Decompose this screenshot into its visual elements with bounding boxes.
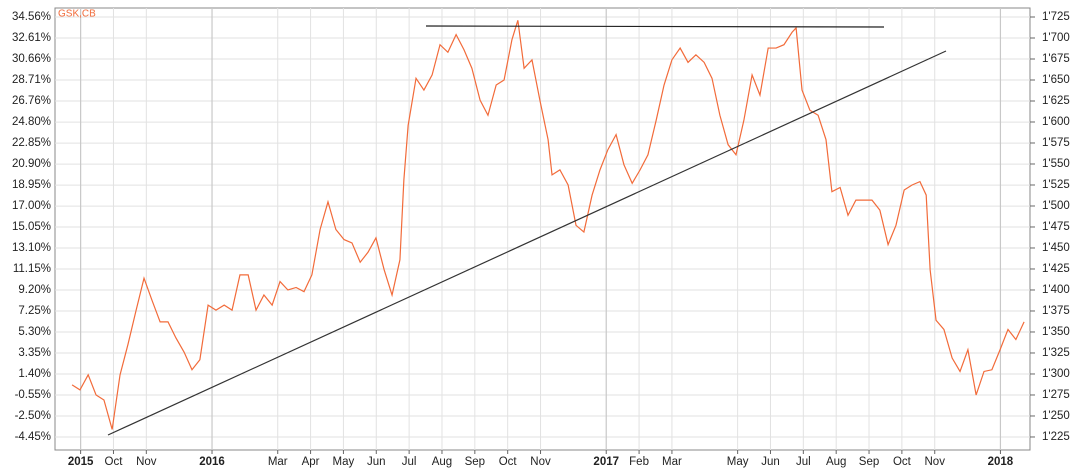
y-tick-label: 13.10% — [12, 242, 51, 254]
x-tick-label: Mar — [268, 456, 288, 468]
y-tick-label: 9.20% — [18, 284, 51, 296]
plot-frame — [54, 7, 1031, 451]
y2-tick-label: 1'325 — [1042, 347, 1070, 359]
x-tick-label: May — [333, 456, 355, 468]
y-tick-label: 32.61% — [12, 32, 51, 44]
y-tick-label: 1.40% — [18, 368, 51, 380]
y-tick-label: 18.95% — [12, 179, 51, 191]
y-tick-label: 22.85% — [12, 137, 51, 149]
y2-tick-label: 1'650 — [1042, 74, 1070, 86]
x-tick-label: 2017 — [593, 456, 619, 468]
y2-tick-label: 1'500 — [1042, 200, 1070, 212]
marks — [71, 20, 1025, 430]
y2-tick-label: 1'575 — [1042, 137, 1070, 149]
y2-tick-label: 1'250 — [1042, 410, 1070, 422]
y-tick-label: 26.76% — [12, 95, 51, 107]
x-tick-label: Apr — [302, 456, 320, 468]
x-tick-label: Nov — [136, 456, 157, 468]
y2-tick-label: 1'425 — [1042, 263, 1070, 275]
x-tick-label: Oct — [893, 456, 912, 468]
y2-tick-label: 1'600 — [1042, 116, 1070, 128]
y-tick-label: 15.05% — [12, 221, 51, 233]
y2-tick-label: 1'450 — [1042, 242, 1070, 254]
legend-label: GSK,CB — [58, 9, 96, 20]
x-tick-label: 2015 — [68, 456, 94, 468]
x-tick-label: 2018 — [988, 456, 1014, 468]
y2-tick-label: 1'275 — [1042, 389, 1070, 401]
x-tick-label: Aug — [826, 456, 846, 468]
x-tick-label: Jun — [367, 456, 386, 468]
x-tick-label: Mar — [662, 456, 682, 468]
y2-tick-label: 1'525 — [1042, 179, 1070, 191]
x-tick-label: Oct — [105, 456, 124, 468]
y2-tick-label: 1'700 — [1042, 32, 1070, 44]
y2-tick-label: 1'550 — [1042, 158, 1070, 170]
x-tick-label: Jul — [796, 456, 811, 468]
y-tick-label: 28.71% — [12, 74, 51, 86]
y2-tick-label: 1'225 — [1042, 431, 1070, 443]
y2-tick-label: 1'675 — [1042, 53, 1070, 65]
x-tick-label: Sep — [859, 456, 879, 468]
x-tick-label: May — [727, 456, 749, 468]
y2-tick-label: 1'300 — [1042, 368, 1070, 380]
y-tick-label: 20.90% — [12, 158, 51, 170]
y-tick-label: 7.25% — [18, 305, 51, 317]
x-tick-label: Nov — [925, 456, 946, 468]
grid — [55, 8, 1030, 450]
y-tick-label: 3.35% — [18, 347, 51, 359]
y-tick-label: -4.45% — [15, 431, 51, 443]
x-tick-label: Jun — [761, 456, 780, 468]
y2-tick-label: 1'375 — [1042, 305, 1070, 317]
y-tick-label: -2.50% — [15, 410, 51, 422]
x-tick-label: Aug — [432, 456, 452, 468]
price-line — [71, 20, 1025, 430]
y-tick-label: 34.56% — [12, 11, 51, 23]
y-tick-label: 30.66% — [12, 53, 51, 65]
x-tick-label: Feb — [629, 456, 649, 468]
y-tick-label: 24.80% — [12, 116, 51, 128]
y2-tick-label: 1'625 — [1042, 95, 1070, 107]
y2-tick-label: 1'400 — [1042, 284, 1070, 296]
x-tick-label: Oct — [499, 456, 518, 468]
x-tick-label: Sep — [465, 456, 485, 468]
x-tick-label: Nov — [530, 456, 551, 468]
y2-tick-label: 1'725 — [1042, 11, 1070, 23]
x-tick-label: Jul — [402, 456, 417, 468]
x-tick-label: 2016 — [199, 456, 225, 468]
y-tick-label: -0.55% — [15, 389, 51, 401]
resistance-line — [425, 25, 885, 28]
y2-tick-label: 1'350 — [1042, 326, 1070, 338]
y-tick-label: 17.00% — [12, 200, 51, 212]
trend-line — [107, 50, 947, 436]
y-tick-label: 11.15% — [13, 263, 51, 275]
y-tick-label: 5.30% — [18, 326, 51, 338]
y2-tick-label: 1'475 — [1042, 221, 1070, 233]
